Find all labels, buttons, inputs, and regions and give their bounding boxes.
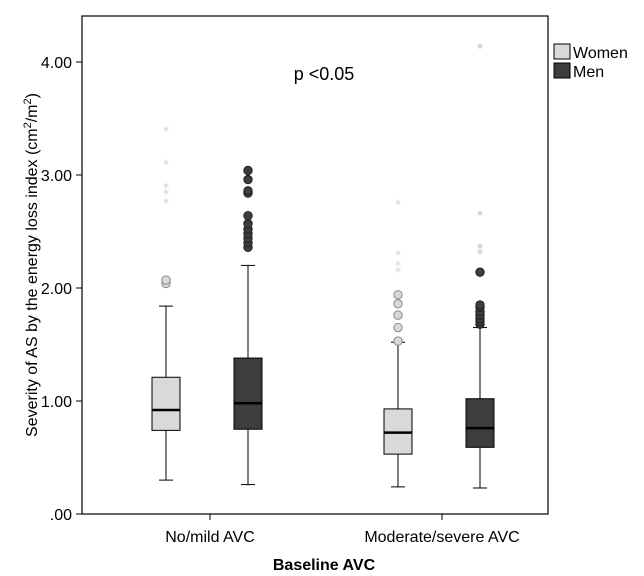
y-tick-label: 2.00 — [41, 281, 72, 298]
extreme-point: * — [163, 187, 169, 201]
outlier-point — [393, 310, 403, 320]
x-axis-title: Baseline AVC — [273, 557, 376, 574]
outlier-point — [393, 322, 403, 333]
p-value-annotation: p <0.05 — [294, 64, 355, 84]
box-men-2: **** — [465, 41, 495, 489]
box-iqr — [465, 398, 495, 448]
outlier-point — [475, 300, 485, 310]
legend-label-men: Men — [573, 64, 604, 81]
y-tick-label: 4.00 — [41, 55, 72, 72]
y-tick-label: 1.00 — [41, 394, 72, 411]
legend: Women Men — [553, 43, 628, 81]
y-axis-title: Severity of AS by the energy loss index … — [22, 93, 41, 437]
box-women-1: ***** — [151, 124, 181, 481]
y-tick-label: 3.00 — [41, 168, 72, 185]
x-tick-label: No/mild AVC — [165, 529, 255, 546]
outlier-point — [243, 165, 253, 176]
extreme-point: * — [395, 248, 401, 262]
extreme-point: * — [163, 180, 169, 194]
extreme-point: * — [477, 41, 483, 55]
extreme-point: * — [163, 158, 169, 172]
extreme-point: * — [477, 209, 483, 223]
box-men-1 — [233, 165, 263, 486]
extreme-point: * — [477, 247, 483, 261]
extreme-point: * — [477, 241, 483, 255]
box-women-2: **** — [383, 197, 413, 488]
extreme-point: * — [395, 197, 401, 211]
outlier-point — [475, 267, 485, 277]
extreme-point: * — [163, 196, 169, 210]
legend-swatch-men — [553, 62, 571, 79]
outlier-point — [243, 218, 253, 229]
outlier-point — [393, 290, 403, 300]
outlier-point — [393, 336, 403, 346]
extreme-point: * — [395, 258, 401, 272]
outlier-point — [243, 186, 253, 196]
outlier-point — [393, 299, 403, 309]
extreme-point: * — [395, 265, 401, 279]
outlier-point — [243, 210, 253, 221]
y-axis: .00 1.00 2.00 3.00 4.00 — [41, 55, 82, 524]
plot-area-frame — [81, 15, 549, 515]
legend-swatch-women — [553, 43, 571, 60]
box-series: ************* — [151, 41, 495, 489]
x-axis: No/mild AVC Moderate/severe AVC — [165, 514, 520, 546]
legend-label-women: Women — [573, 45, 628, 62]
y-tick-label: .00 — [50, 507, 72, 524]
box-iqr — [233, 357, 263, 430]
outlier-point — [243, 174, 253, 185]
box-iqr — [151, 376, 181, 431]
extreme-point: * — [163, 124, 169, 138]
x-tick-label: Moderate/severe AVC — [364, 529, 519, 546]
outlier-point — [161, 275, 171, 285]
